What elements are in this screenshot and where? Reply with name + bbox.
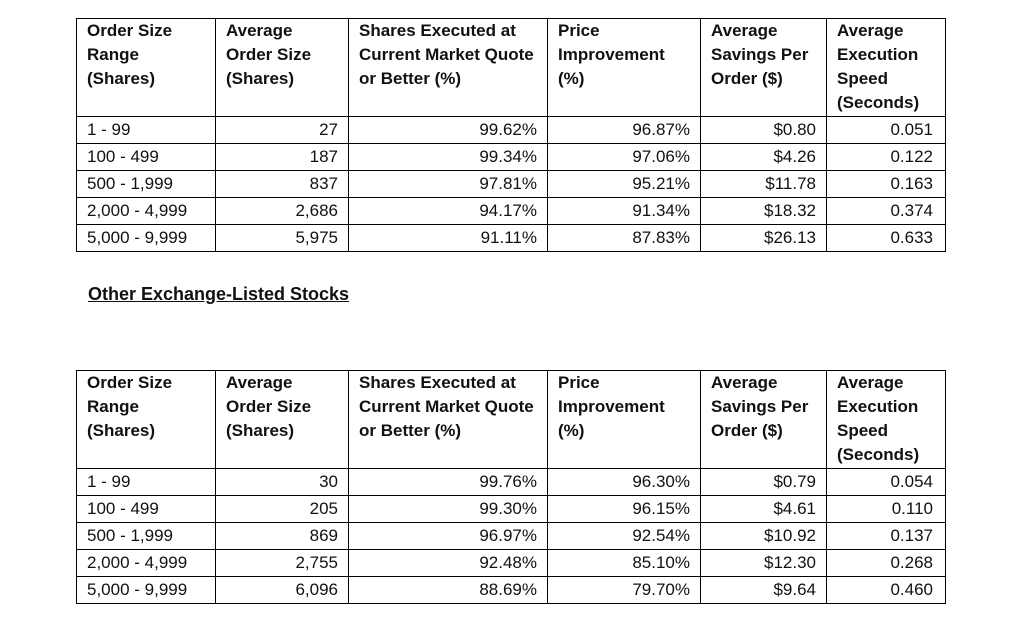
cell-price-improvement: 95.21% [547, 170, 701, 198]
cell-price-improvement: 87.83% [547, 224, 701, 252]
cell-execution-speed: 0.054 [826, 468, 946, 496]
execution-quality-table-2: Order Size Range (Shares) Average Order … [76, 370, 946, 604]
header-execution-speed: Average Execution Speed (Seconds) [826, 18, 946, 117]
cell-average-savings: $0.80 [700, 116, 827, 144]
header-order-size-range: Order Size Range (Shares) [76, 370, 216, 469]
cell-shares-executed: 94.17% [348, 197, 548, 225]
cell-execution-speed: 0.110 [826, 495, 946, 523]
section-heading-other-exchange-listed-stocks: Other Exchange-Listed Stocks [88, 284, 350, 304]
cell-average-savings: $18.32 [700, 197, 827, 225]
table-row: 100 - 499 205 99.30% 96.15% $4.61 0.110 [76, 495, 946, 523]
cell-average-savings: $26.13 [700, 224, 827, 252]
cell-shares-executed: 99.34% [348, 143, 548, 171]
header-price-improvement: Price Improvement (%) [547, 18, 701, 117]
cell-execution-speed: 0.268 [826, 549, 946, 577]
table-header-row: Order Size Range (Shares) Average Order … [76, 370, 946, 469]
cell-order-size-range: 5,000 - 9,999 [76, 224, 216, 252]
table-row: 2,000 - 4,999 2,755 92.48% 85.10% $12.30… [76, 549, 946, 577]
cell-average-savings: $4.26 [700, 143, 827, 171]
table-row: 2,000 - 4,999 2,686 94.17% 91.34% $18.32… [76, 197, 946, 225]
cell-order-size-range: 1 - 99 [76, 116, 216, 144]
cell-average-order-size: 2,755 [215, 549, 349, 577]
cell-price-improvement: 96.30% [547, 468, 701, 496]
cell-shares-executed: 92.48% [348, 549, 548, 577]
header-average-order-size: Average Order Size (Shares) [215, 18, 349, 117]
cell-average-savings: $10.92 [700, 522, 827, 550]
cell-average-savings: $4.61 [700, 495, 827, 523]
header-average-savings: Average Savings Per Order ($) [700, 18, 827, 117]
cell-execution-speed: 0.374 [826, 197, 946, 225]
cell-average-savings: $11.78 [700, 170, 827, 198]
cell-average-order-size: 869 [215, 522, 349, 550]
table-row: 100 - 499 187 99.34% 97.06% $4.26 0.122 [76, 143, 946, 171]
cell-order-size-range: 5,000 - 9,999 [76, 576, 216, 604]
cell-average-order-size: 6,096 [215, 576, 349, 604]
cell-shares-executed: 97.81% [348, 170, 548, 198]
cell-price-improvement: 96.87% [547, 116, 701, 144]
cell-price-improvement: 85.10% [547, 549, 701, 577]
cell-price-improvement: 97.06% [547, 143, 701, 171]
cell-average-order-size: 2,686 [215, 197, 349, 225]
cell-execution-speed: 0.051 [826, 116, 946, 144]
cell-average-savings: $12.30 [700, 549, 827, 577]
cell-shares-executed: 99.62% [348, 116, 548, 144]
cell-price-improvement: 96.15% [547, 495, 701, 523]
cell-order-size-range: 100 - 499 [76, 495, 216, 523]
cell-shares-executed: 96.97% [348, 522, 548, 550]
cell-average-order-size: 837 [215, 170, 349, 198]
table-row: 1 - 99 30 99.76% 96.30% $0.79 0.054 [76, 468, 946, 496]
cell-shares-executed: 99.76% [348, 468, 548, 496]
cell-average-order-size: 27 [215, 116, 349, 144]
cell-shares-executed: 88.69% [348, 576, 548, 604]
header-shares-executed: Shares Executed at Current Market Quote … [348, 370, 548, 469]
cell-order-size-range: 1 - 99 [76, 468, 216, 496]
table-header-row: Order Size Range (Shares) Average Order … [76, 18, 946, 117]
execution-quality-table-1: Order Size Range (Shares) Average Order … [76, 18, 946, 252]
cell-execution-speed: 0.137 [826, 522, 946, 550]
cell-execution-speed: 0.633 [826, 224, 946, 252]
cell-price-improvement: 79.70% [547, 576, 701, 604]
cell-average-savings: $0.79 [700, 468, 827, 496]
cell-order-size-range: 100 - 499 [76, 143, 216, 171]
cell-shares-executed: 99.30% [348, 495, 548, 523]
header-price-improvement: Price Improvement (%) [547, 370, 701, 469]
cell-shares-executed: 91.11% [348, 224, 548, 252]
cell-execution-speed: 0.163 [826, 170, 946, 198]
header-average-order-size: Average Order Size (Shares) [215, 370, 349, 469]
header-order-size-range: Order Size Range (Shares) [76, 18, 216, 117]
cell-order-size-range: 500 - 1,999 [76, 522, 216, 550]
table-row: 5,000 - 9,999 5,975 91.11% 87.83% $26.13… [76, 224, 946, 252]
cell-price-improvement: 91.34% [547, 197, 701, 225]
header-average-savings: Average Savings Per Order ($) [700, 370, 827, 469]
table-row: 500 - 1,999 837 97.81% 95.21% $11.78 0.1… [76, 170, 946, 198]
cell-price-improvement: 92.54% [547, 522, 701, 550]
cell-average-order-size: 205 [215, 495, 349, 523]
header-execution-speed: Average Execution Speed (Seconds) [826, 370, 946, 469]
cell-order-size-range: 500 - 1,999 [76, 170, 216, 198]
header-shares-executed: Shares Executed at Current Market Quote … [348, 18, 548, 117]
cell-execution-speed: 0.122 [826, 143, 946, 171]
cell-execution-speed: 0.460 [826, 576, 946, 604]
cell-order-size-range: 2,000 - 4,999 [76, 549, 216, 577]
cell-order-size-range: 2,000 - 4,999 [76, 197, 216, 225]
table-row: 500 - 1,999 869 96.97% 92.54% $10.92 0.1… [76, 522, 946, 550]
cell-average-order-size: 187 [215, 143, 349, 171]
table-row: 1 - 99 27 99.62% 96.87% $0.80 0.051 [76, 116, 946, 144]
table-row: 5,000 - 9,999 6,096 88.69% 79.70% $9.64 … [76, 576, 946, 604]
cell-average-order-size: 5,975 [215, 224, 349, 252]
cell-average-order-size: 30 [215, 468, 349, 496]
cell-average-savings: $9.64 [700, 576, 827, 604]
